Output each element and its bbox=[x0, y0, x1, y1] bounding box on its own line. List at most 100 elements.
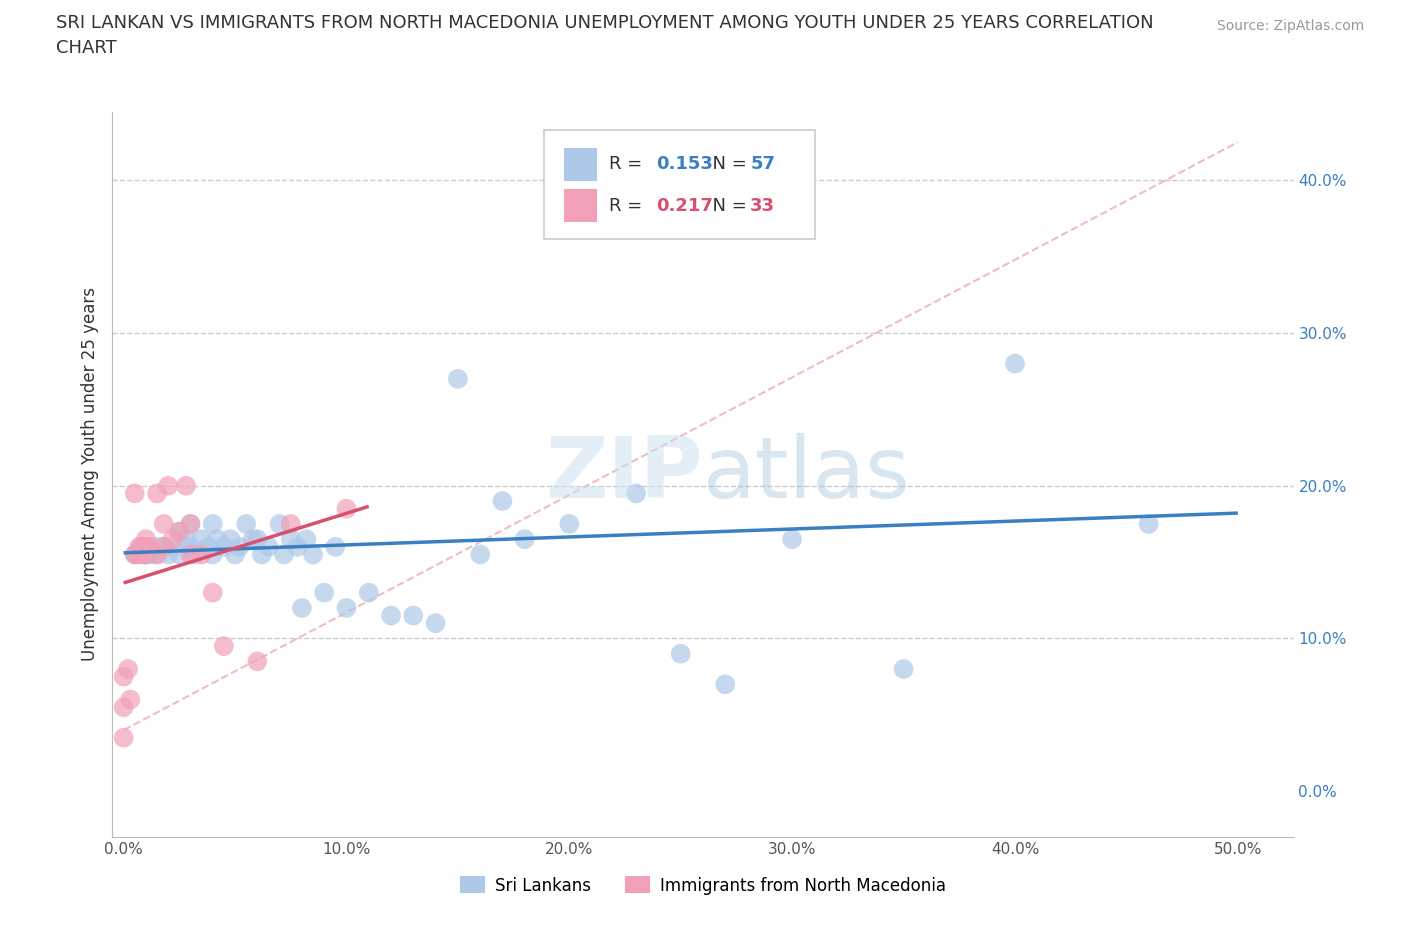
Point bbox=[179, 516, 201, 531]
Text: 33: 33 bbox=[751, 197, 775, 215]
Point bbox=[112, 670, 135, 684]
Point bbox=[314, 585, 336, 600]
Point bbox=[162, 532, 184, 547]
Point bbox=[169, 547, 191, 562]
Point bbox=[174, 478, 197, 493]
Point bbox=[162, 539, 184, 554]
Point bbox=[1004, 356, 1026, 371]
Point bbox=[228, 539, 250, 554]
Point bbox=[780, 532, 803, 547]
Point bbox=[302, 547, 325, 562]
Text: R =: R = bbox=[609, 197, 648, 215]
Point bbox=[201, 585, 224, 600]
FancyBboxPatch shape bbox=[544, 130, 815, 239]
Point bbox=[280, 516, 302, 531]
Point bbox=[1137, 516, 1160, 531]
Text: 0.217: 0.217 bbox=[655, 197, 713, 215]
Point bbox=[212, 639, 235, 654]
Point bbox=[257, 539, 280, 554]
Point bbox=[491, 494, 513, 509]
Point bbox=[179, 547, 201, 562]
Text: R =: R = bbox=[609, 154, 648, 173]
Point bbox=[139, 547, 162, 562]
Point bbox=[146, 547, 169, 562]
Point bbox=[447, 371, 470, 386]
Point bbox=[190, 532, 212, 547]
Point bbox=[157, 547, 180, 562]
FancyBboxPatch shape bbox=[564, 148, 596, 180]
Point bbox=[120, 692, 142, 707]
Point bbox=[212, 539, 235, 554]
Point bbox=[135, 547, 157, 562]
Point bbox=[157, 478, 180, 493]
Point bbox=[135, 532, 157, 547]
Point bbox=[242, 532, 264, 547]
Point bbox=[323, 539, 346, 554]
Point bbox=[470, 547, 492, 562]
Point bbox=[250, 547, 273, 562]
Point bbox=[169, 525, 191, 539]
Text: 57: 57 bbox=[751, 154, 775, 173]
Point bbox=[124, 547, 146, 562]
Point bbox=[152, 539, 174, 554]
Point bbox=[624, 486, 647, 501]
Point bbox=[335, 501, 357, 516]
Point bbox=[380, 608, 402, 623]
Text: N =: N = bbox=[700, 197, 752, 215]
Point bbox=[112, 699, 135, 714]
FancyBboxPatch shape bbox=[564, 189, 596, 222]
Point bbox=[335, 601, 357, 616]
Point bbox=[893, 661, 915, 676]
Point bbox=[201, 547, 224, 562]
Text: Source: ZipAtlas.com: Source: ZipAtlas.com bbox=[1216, 19, 1364, 33]
Point bbox=[295, 532, 318, 547]
Point bbox=[135, 539, 157, 554]
Y-axis label: Unemployment Among Youth under 25 years: Unemployment Among Youth under 25 years bbox=[80, 287, 98, 661]
Point bbox=[714, 677, 737, 692]
Point bbox=[152, 516, 174, 531]
Text: CHART: CHART bbox=[56, 39, 117, 57]
Point bbox=[273, 547, 295, 562]
Point bbox=[135, 547, 157, 562]
Point bbox=[152, 539, 174, 554]
Point bbox=[124, 486, 146, 501]
Point bbox=[513, 532, 536, 547]
Text: ZIP: ZIP bbox=[546, 432, 703, 516]
Point bbox=[146, 539, 169, 554]
Point bbox=[246, 654, 269, 669]
Point bbox=[246, 532, 269, 547]
Point bbox=[131, 539, 153, 554]
Text: atlas: atlas bbox=[703, 432, 911, 516]
Point bbox=[224, 547, 246, 562]
Point bbox=[135, 539, 157, 554]
Point bbox=[280, 532, 302, 547]
Point bbox=[190, 547, 212, 562]
Point bbox=[219, 532, 242, 547]
Point bbox=[235, 516, 257, 531]
Point bbox=[132, 547, 155, 562]
Text: N =: N = bbox=[700, 154, 752, 173]
Point bbox=[558, 516, 581, 531]
Point bbox=[135, 547, 157, 562]
Point bbox=[146, 486, 169, 501]
Point bbox=[425, 616, 447, 631]
Point bbox=[112, 730, 135, 745]
Point bbox=[269, 516, 291, 531]
Point bbox=[128, 539, 150, 554]
Legend: Sri Lankans, Immigrants from North Macedonia: Sri Lankans, Immigrants from North Maced… bbox=[454, 870, 952, 901]
Point bbox=[603, 219, 626, 233]
Point bbox=[117, 661, 139, 676]
Text: SRI LANKAN VS IMMIGRANTS FROM NORTH MACEDONIA UNEMPLOYMENT AMONG YOUTH UNDER 25 : SRI LANKAN VS IMMIGRANTS FROM NORTH MACE… bbox=[56, 14, 1154, 32]
Point bbox=[287, 539, 309, 554]
Point bbox=[174, 532, 197, 547]
Point bbox=[184, 547, 207, 562]
Point bbox=[357, 585, 380, 600]
Point bbox=[205, 532, 228, 547]
Point bbox=[146, 547, 169, 562]
Point bbox=[197, 539, 219, 554]
Point bbox=[291, 601, 314, 616]
Point bbox=[125, 547, 148, 562]
Point bbox=[131, 539, 153, 554]
Point bbox=[179, 539, 201, 554]
Point bbox=[131, 547, 153, 562]
